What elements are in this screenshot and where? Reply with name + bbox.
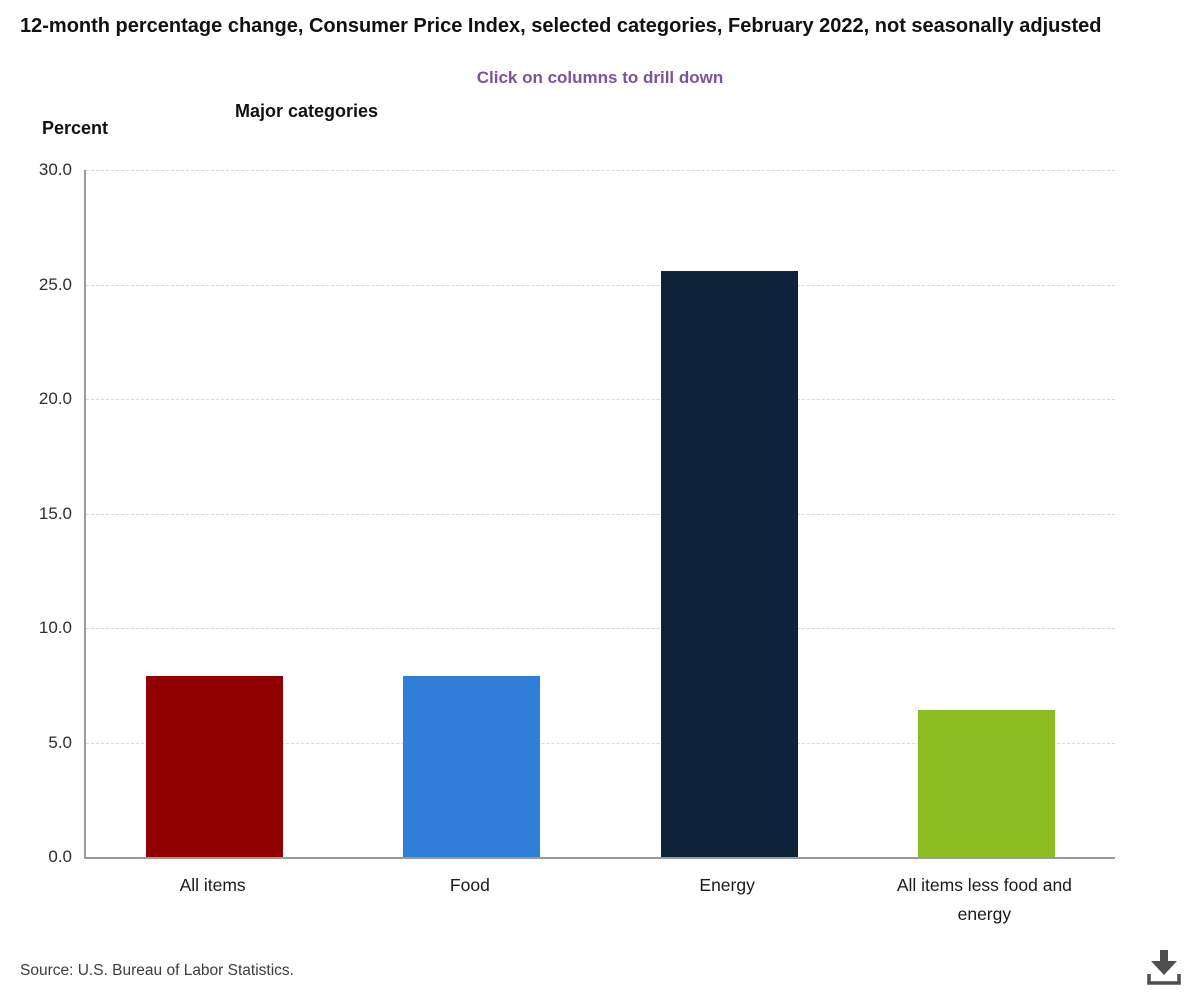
y-tick-label: 15.0 [38, 503, 72, 523]
source-text: Source: U.S. Bureau of Labor Statistics. [20, 962, 294, 979]
gridline [86, 513, 1115, 515]
x-tick-label-energy: Energy [699, 875, 755, 895]
y-axis-title: Percent [42, 118, 109, 138]
y-tick-label: 10.0 [38, 618, 72, 637]
y-tick-label: 20.0 [38, 389, 72, 408]
gridline [86, 170, 1115, 171]
gridline [86, 628, 1115, 629]
x-axis-title: Major categories [235, 101, 379, 121]
y-tick-label: 25.0 [38, 274, 72, 294]
bar-all-items[interactable] [146, 676, 284, 857]
y-tick-label: 30.0 [38, 160, 72, 179]
x-tick-label-all-items: All items [179, 875, 246, 895]
y-tick-label: 5.0 [48, 732, 72, 752]
drilldown-instruction: Click on columns to drill down [476, 68, 724, 87]
x-tick-label-all-items-less-food-and-energy: All items less food and energy [896, 875, 1072, 924]
bar-energy[interactable] [660, 270, 798, 857]
gridline [86, 284, 1115, 286]
gridline [86, 399, 1115, 400]
x-tick-label-food: Food [449, 875, 490, 895]
y-tick-label: 0.0 [48, 847, 72, 866]
gridline [86, 742, 1115, 744]
download-button[interactable] [1142, 946, 1186, 990]
plot-area [84, 170, 1115, 859]
chart-title: 12-month percentage change, Consumer Pri… [20, 15, 1102, 37]
bar-all-items-less-food-and-energy[interactable] [917, 710, 1055, 857]
download-icon [1147, 950, 1181, 985]
bar-food[interactable] [403, 676, 541, 857]
